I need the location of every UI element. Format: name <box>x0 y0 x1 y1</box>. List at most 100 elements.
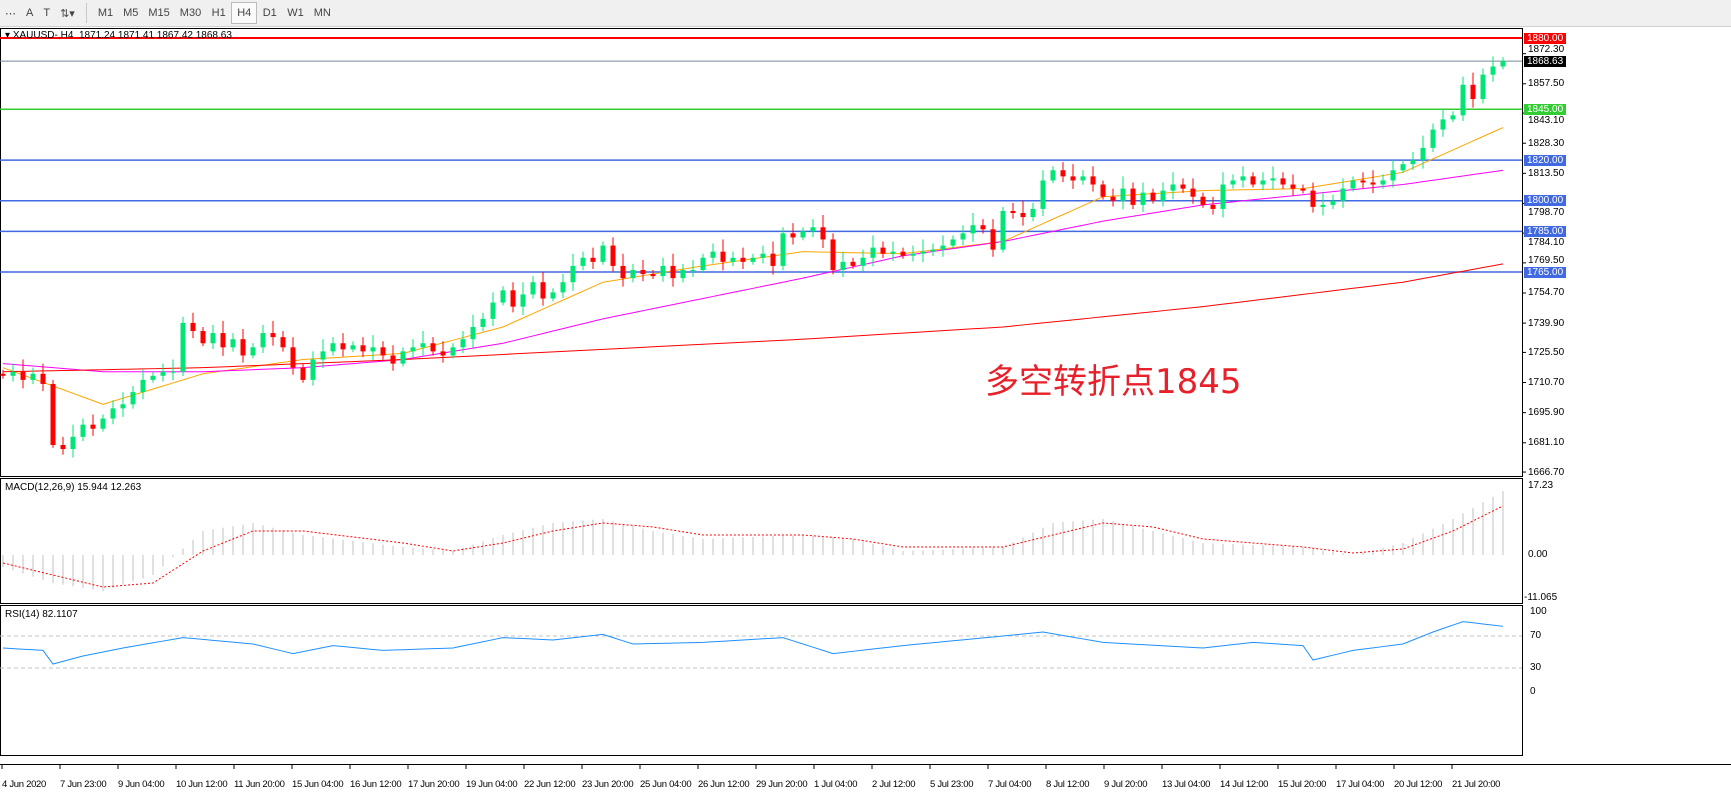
price-axis-label: 1725.50 <box>1528 346 1565 358</box>
candle-body <box>1070 176 1076 181</box>
candle-body <box>350 345 356 350</box>
price-axis-label: 1843.10 <box>1528 115 1565 127</box>
candle-body <box>970 225 976 234</box>
chart-canvas[interactable] <box>0 27 1731 792</box>
price-axis-label: 1798.70 <box>1528 206 1565 218</box>
time-axis-label: 17 Jun 20:00 <box>408 779 460 790</box>
time-axis-label: 1 Jul 04:00 <box>814 779 858 790</box>
candle-body <box>570 265 576 283</box>
candle-body <box>610 245 616 266</box>
candle-body <box>440 351 446 356</box>
candle-body <box>420 343 426 348</box>
ma-mid-line <box>2 169 1504 373</box>
candle-body <box>150 375 156 380</box>
time-axis-label: 5 Jul 23:00 <box>930 779 974 790</box>
candle-body <box>230 339 236 348</box>
text-label-tool-button[interactable]: T <box>43 7 51 19</box>
macd-axis-label: -11.065 <box>1524 592 1558 603</box>
candle-body <box>480 318 486 327</box>
candle-body <box>110 408 116 419</box>
price-axis-label: 1754.70 <box>1528 287 1565 299</box>
candle-body <box>920 251 926 254</box>
candle-body <box>1190 188 1196 197</box>
candle-body <box>770 253 776 266</box>
candle-body <box>1350 180 1356 189</box>
time-axis-label: 13 Jul 04:00 <box>1162 779 1211 790</box>
price-axis-label: 1857.50 <box>1528 78 1565 90</box>
candle-body <box>1000 210 1006 250</box>
candle-body <box>1420 147 1426 161</box>
candle-body <box>1100 184 1106 197</box>
candle-body <box>1310 190 1316 207</box>
macd-axis-label: 17.23 <box>1528 480 1554 491</box>
toolbar: ⋯ A T ⇅▾ M1 M5 M15 M30 H1 H4 D1 W1 MN <box>0 0 1731 27</box>
candle-body <box>1090 176 1096 185</box>
candle-body <box>1060 170 1066 177</box>
candle-body <box>1110 196 1116 201</box>
timeframe-w1-button[interactable]: W1 <box>287 7 304 19</box>
time-axis-label: 7 Jun 23:00 <box>60 779 107 790</box>
timeframe-m5-button[interactable]: M5 <box>123 7 139 19</box>
time-axis-label: 7 Jul 04:00 <box>988 779 1032 790</box>
time-axis-label: 14 Jul 12:00 <box>1220 779 1269 790</box>
timeframe-m1-button[interactable]: M1 <box>97 7 114 19</box>
timeframe-m15-button[interactable]: M15 <box>148 7 170 19</box>
candle-body <box>1460 84 1466 116</box>
timeframe-d1-button[interactable]: D1 <box>262 7 277 19</box>
candle-body <box>830 239 836 270</box>
candle-body <box>60 445 66 450</box>
price-axis-label: 1784.10 <box>1528 237 1565 249</box>
candle-body <box>80 424 86 437</box>
candle-body <box>290 347 296 368</box>
candle-body <box>400 351 406 364</box>
timeframe-m30-button[interactable]: M30 <box>179 7 202 19</box>
symbol-label: XAUUSD-,H4 <box>12 30 74 41</box>
candle-body <box>1220 184 1226 209</box>
candle-body <box>240 339 246 356</box>
rsi-pane <box>0 605 1523 756</box>
candle-body <box>750 257 756 262</box>
candle-body <box>210 333 216 344</box>
candle-body <box>930 249 936 252</box>
candle-body <box>1030 208 1036 218</box>
candle-body <box>730 257 736 262</box>
candle-body <box>1150 192 1156 201</box>
text-tool-button[interactable]: A <box>26 7 34 19</box>
level-tag-1845.00: 1845.00 <box>1524 103 1567 115</box>
candle-body <box>1290 184 1296 189</box>
arrows-tool-button[interactable]: ⇅▾ <box>60 7 75 20</box>
time-axis-label: 4 Jun 2020 <box>2 779 47 790</box>
candle-body <box>1180 184 1186 189</box>
candle-body <box>1270 178 1276 181</box>
candle-body <box>800 231 806 238</box>
candle-body <box>760 253 766 258</box>
candle-body <box>690 269 696 271</box>
time-axis-label: 8 Jul 12:00 <box>1046 779 1090 790</box>
candle-body <box>1210 204 1216 209</box>
candle-body <box>460 339 466 348</box>
timeframe-h1-button[interactable]: H1 <box>211 7 226 19</box>
candle-body <box>220 333 226 348</box>
timeframe-mn-button[interactable]: MN <box>313 7 331 19</box>
candle-body <box>700 257 706 270</box>
ma-slow-line <box>2 263 1504 373</box>
level-tag-1765.00: 1765.00 <box>1524 266 1567 278</box>
macd-axis-label: 0.00 <box>1528 549 1548 560</box>
candle-body <box>900 251 906 256</box>
time-axis-label: 17 Jul 04:00 <box>1336 779 1385 790</box>
candle-body <box>1300 188 1306 191</box>
candle-body <box>1080 176 1086 181</box>
candle-body <box>1360 180 1366 183</box>
candle-body <box>1440 119 1446 130</box>
candle-body <box>30 373 36 380</box>
candle-body <box>490 302 496 319</box>
price-axis-label: 1828.30 <box>1528 137 1565 149</box>
price-axis-label: 1872.30 <box>1528 44 1565 56</box>
fibo-fan-tool-button[interactable]: ⋯ <box>5 7 16 20</box>
candle-body <box>860 257 866 266</box>
candle-body <box>1470 84 1476 100</box>
candle-body <box>380 347 386 356</box>
candle-body <box>820 227 826 240</box>
timeframe-h4-button[interactable]: H4 <box>231 2 258 24</box>
candle-body <box>1340 188 1346 201</box>
